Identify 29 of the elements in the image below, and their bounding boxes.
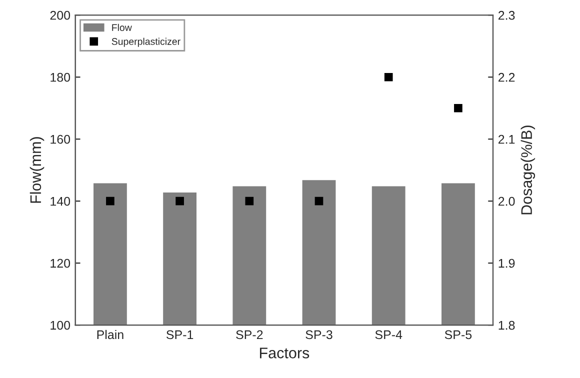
- point: [454, 104, 462, 112]
- y2-axis-title: Dosage(%/B): [520, 126, 536, 214]
- y2-tick-label: 1.8: [498, 320, 515, 330]
- x-tick-label: SP-3: [306, 330, 332, 340]
- legend-label: Superplasticizer: [112, 38, 180, 47]
- y2-tick-label: 1.9: [498, 258, 515, 268]
- point: [176, 196, 184, 206]
- y2-tick-label: 2.2: [498, 72, 515, 82]
- x-tick-label: SP-1: [166, 330, 194, 340]
- y-tick-label: 140: [50, 196, 70, 206]
- point: [245, 196, 254, 206]
- legend-label: Flow: [112, 24, 132, 32]
- y-tick-label: 120: [50, 258, 70, 268]
- x-tick-label: Plain: [97, 330, 124, 340]
- x-tick-label: SP-2: [236, 330, 263, 340]
- y-axis-title: Flow(mm): [30, 137, 44, 203]
- y2-tick-label: 2.3: [498, 10, 515, 20]
- y-tick-label: 100: [50, 320, 70, 330]
- y2-tick-label: 2.0: [498, 196, 515, 206]
- x-tick-label: SP-5: [444, 330, 472, 340]
- y-tick-label: 200: [50, 10, 70, 20]
- point: [314, 196, 324, 206]
- y-tick-label: 180: [50, 72, 70, 82]
- x-axis-title: Factors: [260, 348, 310, 358]
- y-tick-label: 160: [50, 134, 70, 144]
- point: [384, 72, 393, 82]
- y2-tick-label: 2.1: [498, 134, 515, 144]
- x-tick-label: SP-4: [375, 330, 402, 340]
- point: [106, 196, 114, 206]
